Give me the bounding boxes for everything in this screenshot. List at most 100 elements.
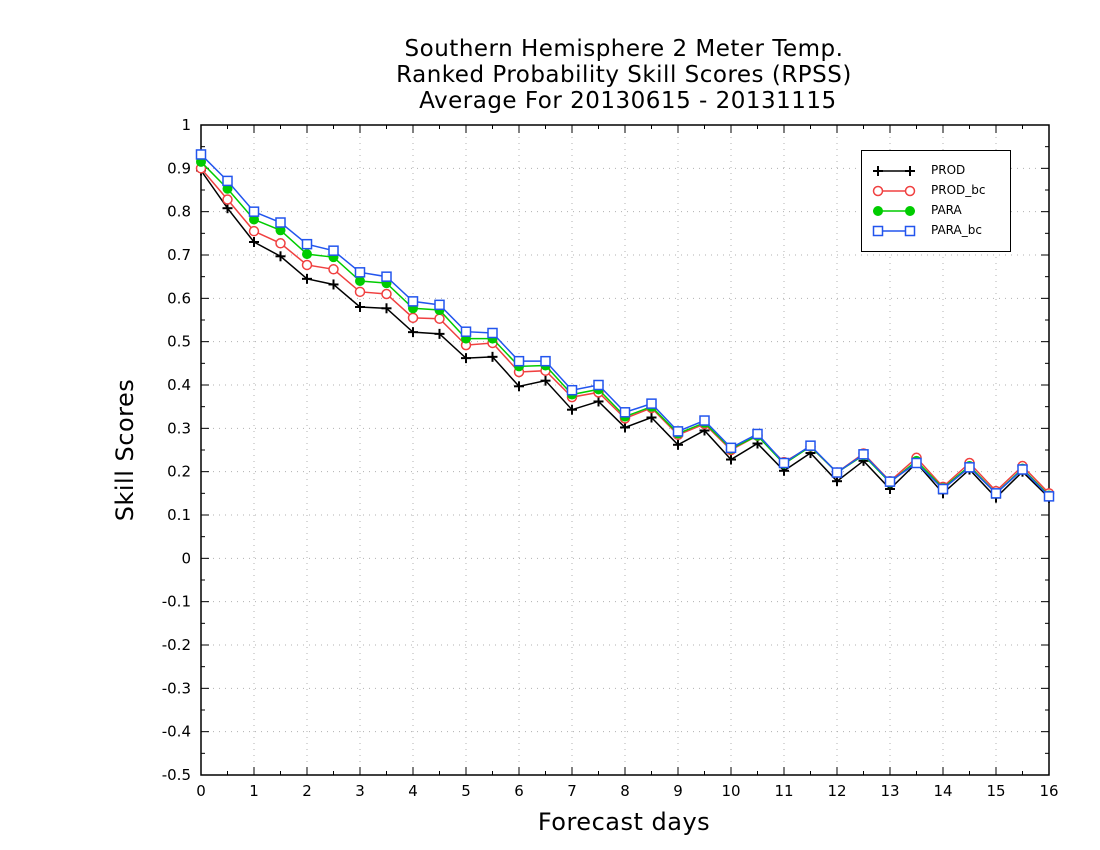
data-point-prod (487, 351, 498, 362)
x-tick-label: 1 (249, 782, 259, 800)
legend-label-para-bc: PARA_bc (931, 223, 982, 237)
legend-item-prod-bc: PROD_bc (862, 181, 1010, 201)
y-tick-label: 0 (181, 549, 191, 567)
data-point-prod-bc (407, 312, 419, 324)
x-tick-label: 15 (986, 782, 1005, 800)
legend-label-prod: PROD (931, 163, 966, 177)
data-point-para-bc (407, 296, 419, 307)
legend-marker-para (905, 206, 915, 216)
data-point-prod (434, 328, 445, 339)
data-point-para-bc (646, 398, 657, 409)
data-point-para-bc (805, 440, 816, 451)
data-point-prod (726, 454, 736, 465)
legend-swatch-prod (873, 166, 915, 176)
data-point-prod (540, 375, 551, 386)
axes: 0 1 2 3 4 5 6 7 8 9 10 11 12 13 14 15 1610.90.80.70.60.5… (162, 116, 1059, 800)
data-point-para-bc (275, 217, 286, 228)
data-point-prod (461, 353, 471, 364)
data-point-prod (832, 476, 842, 487)
x-tick-label: 11 (774, 782, 793, 800)
y-tick-label: -0.2 (162, 636, 191, 654)
data-point-prod-bc (434, 313, 445, 324)
data-point-para-bc (487, 327, 498, 339)
data-point-para-bc (778, 457, 790, 469)
legend-item-prod: PROD (862, 161, 1010, 181)
data-point-prod-bc (301, 259, 313, 271)
data-point-prod (302, 273, 312, 284)
data-point-para-bc (354, 267, 366, 278)
data-point-para-bc (619, 407, 631, 418)
data-point-para-bc (964, 462, 975, 473)
chart-title-line-3: Average For 20130615 - 20131115 (411, 88, 837, 114)
legend-swatch-prod-bc (872, 185, 916, 197)
data-point-prod (355, 302, 365, 312)
series-para-bc (195, 149, 1055, 502)
data-point-para-bc (381, 271, 392, 282)
data-point-prod-bc (354, 286, 366, 298)
data-point-prod-bc (222, 194, 233, 205)
y-tick-label: 0.6 (167, 289, 191, 307)
x-tick-label: 16 (1039, 782, 1058, 800)
x-axis-label: Forecast days (537, 808, 711, 836)
x-tick-label: 8 (620, 782, 630, 800)
data-point-para-bc (248, 206, 260, 217)
data-point-para-bc (937, 483, 949, 495)
data-point-prod-bc (328, 264, 339, 275)
data-point-para-bc (222, 175, 233, 187)
legend: PROD PROD_bc PARA PARA_bc (861, 150, 1011, 252)
x-tick-label: 4 (408, 782, 418, 800)
y-tick-label: 0.7 (167, 246, 191, 264)
data-point-para-bc (699, 415, 710, 426)
legend-marker-prod (905, 166, 915, 176)
data-point-para-bc (1017, 464, 1028, 475)
data-point-para-bc (328, 245, 339, 256)
data-point-para-bc (513, 355, 525, 367)
y-tick-label: -0.5 (162, 766, 191, 784)
y-tick-label: 0.2 (167, 463, 191, 481)
data-point-para-bc (434, 299, 445, 311)
data-point-para-bc (884, 476, 896, 487)
x-tick-label: 12 (827, 782, 846, 800)
data-point-prod (381, 303, 392, 314)
y-tick-label: 0.1 (167, 506, 191, 524)
legend-item-para: PARA (862, 201, 1010, 221)
legend-item-para-bc: PARA_bc (862, 221, 1010, 241)
y-tick-label: 0.4 (167, 376, 191, 394)
data-point-para-bc (752, 428, 763, 440)
y-tick-label: 0.8 (167, 203, 191, 221)
data-point-prod (673, 439, 683, 450)
x-tick-label: 13 (880, 782, 899, 800)
y-tick-label: -0.1 (162, 593, 191, 611)
data-point-para (355, 276, 365, 286)
data-point-para-bc (725, 442, 737, 454)
y-tick-label: 0.9 (167, 159, 191, 177)
data-point-prod-bc (381, 288, 392, 300)
data-point-prod (222, 203, 233, 214)
data-point-prod (514, 381, 524, 392)
data-point-prod (328, 279, 339, 290)
data-point-para-bc (460, 326, 472, 337)
x-tick-label: 9 (673, 782, 683, 800)
y-tick-label: 0.5 (167, 333, 191, 351)
legend-label-prod-bc: PROD_bc (931, 183, 986, 197)
data-point-para (302, 249, 312, 260)
y-tick-label: -0.3 (162, 679, 191, 697)
y-tick-label: 0.3 (167, 419, 191, 437)
legend-swatch-para (873, 206, 915, 216)
x-tick-label: 0 (196, 782, 206, 800)
data-point-para-bc (301, 238, 313, 250)
data-point-prod (620, 422, 630, 433)
legend-marker-prod-bc (872, 185, 884, 197)
y-axis-label: Skill Scores (111, 378, 139, 522)
data-point-para-bc (593, 379, 604, 391)
data-point-prod-bc (275, 238, 286, 249)
data-point-para-bc (672, 426, 684, 437)
data-point-para-bc (1043, 491, 1055, 502)
chart-title-line-2: Ranked Probability Skill Scores (RPSS) (396, 62, 852, 88)
legend-marker-para-bc (872, 225, 884, 237)
data-point-prod (275, 251, 286, 262)
data-point-para-bc (990, 488, 1002, 499)
x-tick-label: 7 (567, 782, 577, 800)
x-tick-label: 2 (302, 782, 312, 800)
data-point-prod (593, 396, 604, 407)
